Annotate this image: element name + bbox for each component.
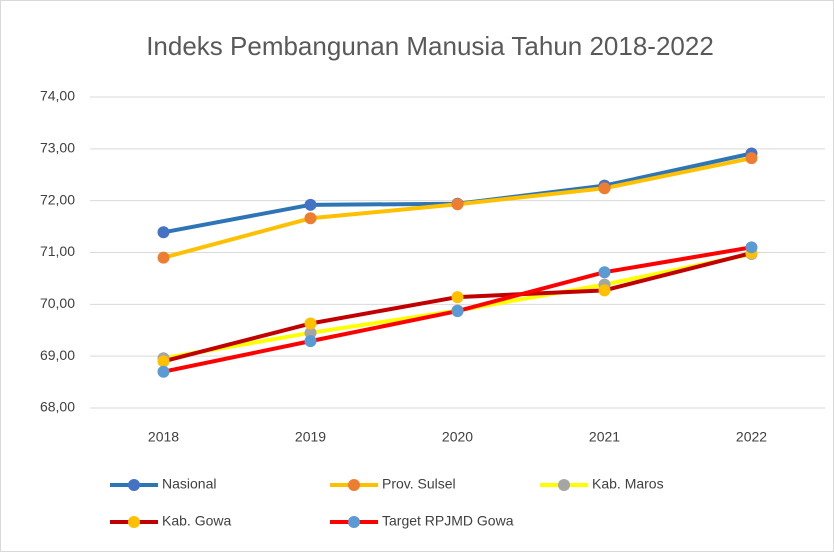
x-tick-label: 2021	[589, 429, 620, 445]
legend-label: Prov. Sulsel	[382, 476, 456, 492]
data-point	[304, 326, 317, 339]
data-point	[451, 305, 464, 318]
data-point	[745, 241, 758, 254]
y-tick-label: 71,00	[40, 243, 75, 259]
legend-marker	[558, 479, 570, 491]
data-point	[451, 291, 464, 304]
legend-label: Nasional	[162, 476, 216, 492]
data-point	[157, 355, 170, 368]
data-point	[157, 365, 170, 378]
data-point	[745, 152, 758, 165]
x-tick-label: 2020	[442, 429, 473, 445]
data-point	[157, 251, 170, 264]
legend-marker	[128, 479, 140, 491]
legend-marker	[348, 479, 360, 491]
legend-marker	[128, 516, 140, 528]
data-point	[304, 212, 317, 225]
y-tick-label: 70,00	[40, 295, 75, 311]
y-tick-label: 73,00	[40, 140, 75, 156]
data-point	[598, 182, 611, 195]
legend-label: Kab. Maros	[592, 476, 664, 492]
legend-label: Target RPJMD Gowa	[382, 513, 514, 529]
x-tick-label: 2019	[295, 429, 326, 445]
data-point	[304, 198, 317, 211]
data-point	[451, 198, 464, 211]
data-point	[598, 266, 611, 279]
data-point	[304, 317, 317, 330]
x-tick-label: 2018	[148, 429, 179, 445]
x-tick-label: 2022	[736, 429, 767, 445]
y-tick-label: 72,00	[40, 191, 75, 207]
y-tick-label: 69,00	[40, 347, 75, 363]
chart-title: Indeks Pembangunan Manusia Tahun 2018-20…	[146, 31, 714, 61]
data-point	[157, 226, 170, 239]
y-tick-label: 68,00	[40, 399, 75, 415]
data-point	[598, 284, 611, 297]
legend-marker	[348, 516, 360, 528]
data-point	[304, 335, 317, 348]
y-tick-label: 74,00	[40, 88, 75, 104]
legend-label: Kab. Gowa	[162, 513, 231, 529]
